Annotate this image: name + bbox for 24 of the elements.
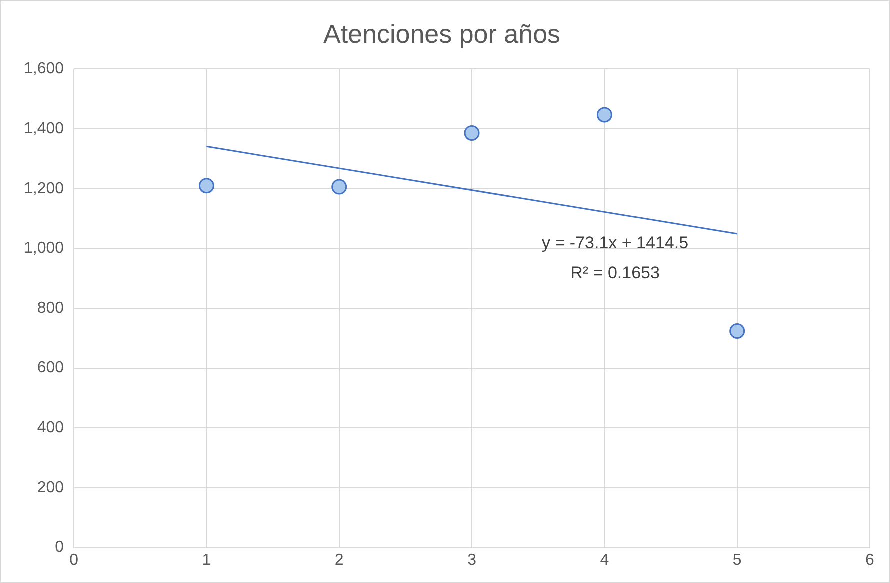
y-tick-label: 0 xyxy=(55,539,64,556)
y-tick-label: 800 xyxy=(37,300,64,317)
y-tick-label: 1,400 xyxy=(24,120,64,138)
x-tick-label: 6 xyxy=(866,552,875,569)
point xyxy=(596,107,612,123)
x-tick-label: 1 xyxy=(202,552,212,569)
point xyxy=(198,178,214,194)
x-tick-label: 4 xyxy=(600,552,610,569)
annotation: y = -73.1x + 1414.5 xyxy=(542,234,689,253)
y-tick-label: 400 xyxy=(37,420,64,437)
x-tick-label: 3 xyxy=(468,552,477,569)
chart-title: Atenciones por años xyxy=(323,18,561,49)
y-tick-label: 600 xyxy=(37,360,64,377)
y-tick-label: 1,600 xyxy=(24,60,64,78)
y-tick-label: 1,000 xyxy=(24,240,64,258)
point xyxy=(332,179,348,195)
y-tick-label: 1,200 xyxy=(24,180,64,198)
point xyxy=(464,125,480,141)
annotation: R² = 0.1653 xyxy=(570,264,660,283)
x-tick-label: 0 xyxy=(70,552,79,569)
x-tick-label: 2 xyxy=(334,552,344,569)
point xyxy=(730,323,746,339)
y-tick-label: 200 xyxy=(37,479,64,496)
x-tick-label: 5 xyxy=(732,552,742,569)
